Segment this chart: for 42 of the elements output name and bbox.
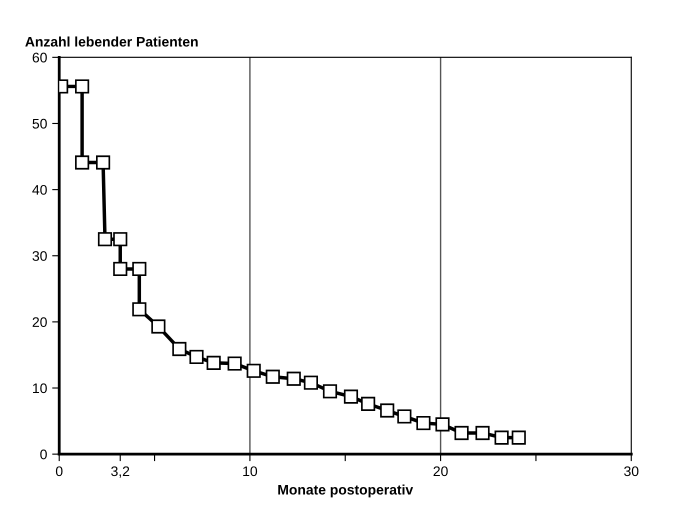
point	[397, 409, 412, 424]
point	[435, 417, 450, 432]
point	[189, 350, 204, 364]
point	[322, 384, 338, 398]
x-tick-label: 30	[624, 466, 638, 476]
x-tick-label: 20	[434, 466, 448, 476]
point	[228, 356, 242, 371]
point	[266, 370, 280, 384]
y-tick-label: 20	[32, 317, 47, 328]
point	[344, 390, 358, 404]
y-tick-label: 0	[40, 449, 47, 460]
y-tick-label: 60	[32, 52, 47, 63]
point	[416, 416, 431, 430]
point	[454, 426, 469, 440]
point	[98, 232, 112, 246]
y-tick-label: 30	[32, 251, 47, 261]
point	[304, 376, 318, 390]
point	[96, 155, 110, 170]
point	[151, 319, 166, 334]
point	[494, 430, 509, 445]
point	[172, 342, 186, 356]
point	[75, 79, 90, 94]
point	[286, 372, 301, 386]
point	[113, 262, 128, 276]
x-tick-label: 3,2	[111, 466, 130, 478]
point	[475, 426, 490, 440]
point	[132, 302, 146, 316]
x-axis-title: Monate postoperativ	[278, 484, 414, 498]
y-tick-label: 50	[32, 118, 47, 129]
point	[512, 430, 526, 445]
point	[361, 396, 376, 411]
y-tick-label: 40	[32, 184, 47, 195]
point	[380, 403, 394, 418]
point	[113, 232, 128, 246]
point	[132, 262, 146, 276]
y-tick-label: 10	[33, 383, 47, 394]
x-tick-label: 10	[243, 466, 258, 476]
point	[206, 356, 221, 370]
x-tick-label: 0	[56, 466, 63, 476]
y-axis-title: Anzahl lebender Patienten	[25, 36, 198, 47]
point	[246, 364, 261, 378]
point	[75, 155, 90, 170]
